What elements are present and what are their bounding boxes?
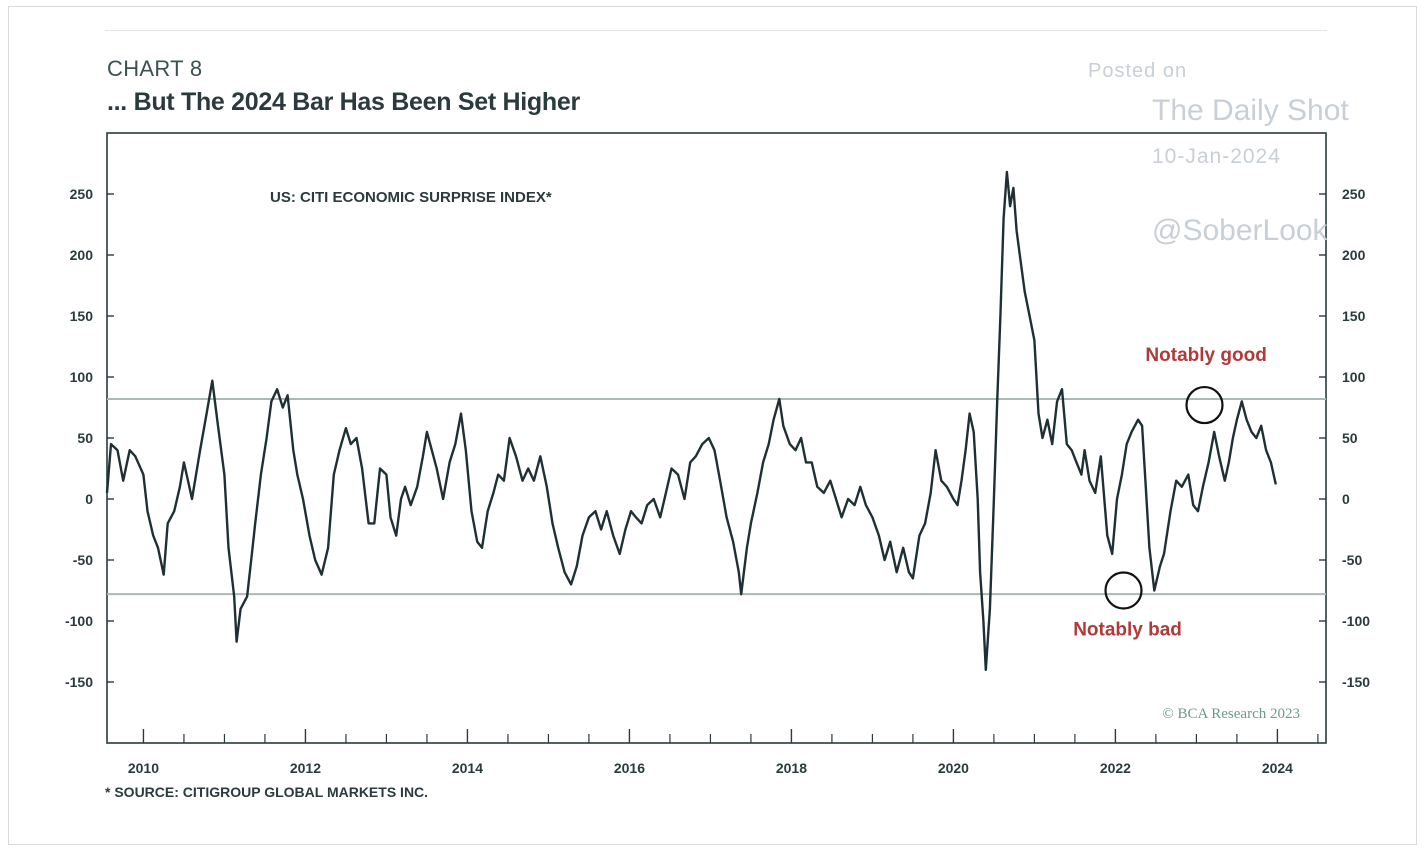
x-tick-label: 2014 [452, 760, 483, 776]
top-rule [105, 30, 1327, 31]
watermark-handle: @SoberLook [1152, 214, 1328, 247]
watermark-posted-on: Posted on [1088, 60, 1188, 82]
y-tick-label-left: -150 [65, 674, 93, 690]
y-tick-label-left: 200 [70, 247, 94, 263]
y-tick-label-left: 50 [77, 430, 93, 446]
y-tick-label-right: 150 [1342, 308, 1366, 324]
y-tick-label-right: -150 [1342, 674, 1370, 690]
y-tick-label-left: -50 [73, 552, 93, 568]
y-tick-label-right: 100 [1342, 369, 1366, 385]
chart-number: CHART 8 [107, 56, 203, 81]
y-tick-label-right: 250 [1342, 186, 1366, 202]
y-tick-label-right: -50 [1342, 552, 1362, 568]
source-note: * SOURCE: CITIGROUP GLOBAL MARKETS INC. [105, 784, 429, 800]
y-tick-label-right: 0 [1342, 491, 1350, 507]
x-tick-label: 2018 [776, 760, 807, 776]
watermark-site: The Daily Shot [1152, 94, 1349, 127]
plot-area: 250 250 200 200 150 150 100 100 50 50 0 0 -50 -50 -100… [65, 132, 1370, 776]
highlight-circle [1104, 571, 1143, 610]
y-tick-label-left: 0 [85, 491, 93, 507]
series-line [105, 170, 1277, 671]
annotation-notably-bad: Notably bad [1073, 620, 1182, 641]
y-tick-label-left: 250 [70, 186, 94, 202]
copyright-note: © BCA Research 2023 [1162, 706, 1300, 722]
x-tick-label: 2024 [1262, 760, 1293, 776]
y-tick-label-left: 150 [70, 308, 94, 324]
y-tick-label-right: -100 [1342, 613, 1370, 629]
x-tick-label: 2010 [128, 760, 159, 776]
annotation-notably-good: Notably good [1145, 345, 1266, 366]
x-tick-label: 2020 [938, 760, 969, 776]
watermark-date: 10-Jan-2024 [1152, 145, 1281, 168]
chart-frame [8, 6, 1417, 845]
y-tick-label-right: 200 [1342, 247, 1366, 263]
x-tick-label: 2012 [290, 760, 321, 776]
y-tick-label-left: -100 [65, 613, 93, 629]
chart-title: ... But The 2024 Bar Has Been Set Higher [107, 88, 580, 116]
x-tick-label: 2022 [1100, 760, 1131, 776]
x-tick-label: 2016 [614, 760, 645, 776]
series-title: US: CITI ECONOMIC SURPRISE INDEX* [270, 189, 552, 206]
y-tick-label-left: 100 [70, 369, 94, 385]
y-tick-label-right: 50 [1342, 430, 1358, 446]
highlight-circle [1185, 385, 1224, 425]
